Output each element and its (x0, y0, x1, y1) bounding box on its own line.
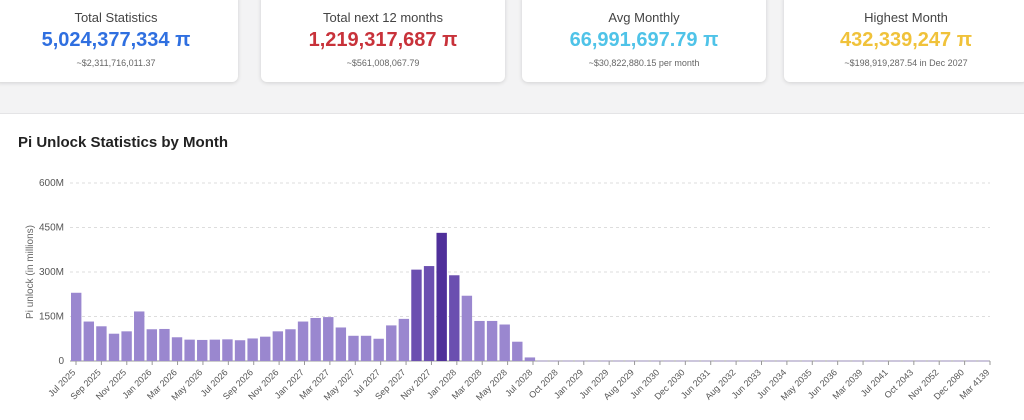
bar[interactable]: Sep 2026: 76M (247, 338, 258, 361)
card-title: Highest Month (864, 10, 948, 25)
y-tick-label: 150M (39, 312, 64, 323)
card-subvalue: ~$198,919,287.54 in Dec 2027 (844, 58, 968, 68)
bar[interactable]: Oct 2031: 1M (713, 360, 725, 362)
bar[interactable]: Aug 2028: 1M (537, 360, 548, 362)
bar[interactable]: Jun 2031: 1M (701, 360, 712, 362)
bar[interactable]: Oct 2026: 82M (260, 336, 271, 361)
card-avg-monthly: Avg Monthly 66,991,697.79 π ~$30,822,880… (522, 0, 766, 82)
bar[interactable]: Apr 2048: 1M (915, 360, 926, 362)
card-total-next-12-months: Total next 12 months 1,219,317,687 π ~$5… (261, 0, 505, 82)
card-value: 5,024,377,334 π (41, 29, 191, 51)
bar[interactable]: Aug 2060: 1M (940, 360, 951, 362)
bar[interactable]: Aug 2029: 1M (625, 360, 636, 362)
card-subvalue: ~$30,822,880.15 per month (588, 58, 700, 68)
bar[interactable]: Jan 2027: 133M (297, 321, 309, 361)
bar[interactable]: Apr 2026: 72M (184, 339, 195, 361)
y-tick-label: 300M (39, 267, 64, 278)
bar[interactable]: Dec 2027: 432M (436, 232, 447, 361)
card-subvalue: ~$2,311,716,011.37 (76, 58, 156, 68)
bar-chart: 0 150M 300M 450M 600M Pi unlock (in millions)… (25, 178, 991, 402)
card-total-statistics: Total Statistics 5,024,377,334 π ~$2,311… (0, 0, 238, 82)
bar[interactable]: Sep 2033: 1M (764, 360, 775, 362)
bar[interactable]: Aug 2027: 120M (386, 325, 397, 361)
bar[interactable]: Feb 2031: 1M (688, 360, 699, 362)
bar[interactable]: Jun 2029: 1M (600, 360, 611, 362)
chart-panel: Pi Unlock Statistics by Month 0 150M 300M 4… (0, 113, 1024, 420)
bar[interactable]: Dec 2080: 1M (953, 360, 964, 362)
bar[interactable]: Nov 2027: 320M (423, 266, 435, 361)
bar[interactable]: Jul 2028: 12M (524, 357, 536, 361)
bar[interactable]: Jun 2036: 1M (827, 360, 838, 362)
bar[interactable]: Mar 2027: 148M (323, 317, 334, 361)
bar[interactable]: Jan 2037: 1M (839, 360, 851, 362)
bar[interactable]: Jun 2100: 1M (965, 360, 977, 362)
bar[interactable]: Jun 2034: 1M (776, 360, 788, 362)
bar[interactable]: May 2026: 71M (197, 339, 208, 361)
summary-cards: Total Statistics 5,024,377,334 π ~$2,311… (0, 0, 1024, 90)
bar[interactable]: Sep 2027: 142M (398, 318, 410, 361)
bar[interactable]: Aug 2030: 1M (663, 360, 674, 362)
card-value: 66,991,697.79 π (569, 29, 719, 51)
bar[interactable]: Sep 2042: 1M (890, 360, 901, 362)
bar[interactable]: Feb 2028: 220M (461, 295, 473, 361)
bar[interactable]: Mar 2029: 1M (587, 360, 599, 362)
bar[interactable]: Feb 2027: 145M (310, 317, 321, 361)
bar[interactable]: Jul 2025: 230M (71, 292, 82, 361)
bar[interactable]: Mar 2040: 1M (864, 360, 876, 362)
y-tick-label: 0 (58, 356, 64, 367)
bar[interactable]: Oct 2032: 1M (738, 360, 750, 362)
bar[interactable]: Mar 2039: 1M (852, 360, 863, 362)
bar[interactable]: Dec 2026: 107M (285, 329, 296, 361)
bar[interactable]: Jul 2027: 75M (373, 338, 384, 361)
card-title: Total Statistics (74, 10, 158, 25)
bar[interactable]: Apr 2028: 135M (486, 320, 498, 361)
bar[interactable]: Jun 2027: 85M (360, 335, 372, 361)
card-value: 1,219,317,687 π (308, 29, 458, 51)
bar[interactable]: Aug 2032: 1M (726, 360, 737, 362)
bar[interactable]: Oct 2043: 1M (902, 360, 914, 362)
card-subvalue: ~$561,008,067.79 (346, 58, 420, 68)
y-tick-label: 600M (39, 178, 64, 189)
bar[interactable]: Nov 2026: 100M (272, 331, 284, 361)
card-title: Avg Monthly (608, 10, 680, 25)
bar[interactable]: Jul 2026: 73M (222, 339, 233, 361)
bar[interactable]: Nov 2025: 100M (121, 331, 132, 361)
bar[interactable]: Jun 2030: 1M (650, 360, 662, 362)
bar[interactable]: Mar 4139: 1M (978, 360, 989, 362)
bar[interactable]: May 2027: 85M (348, 335, 359, 361)
y-axis-label: Pi unlock (in millions) (25, 225, 36, 319)
bar[interactable]: Jun 2026: 72M (209, 339, 221, 361)
bar[interactable]: Sep 2025: 117M (96, 326, 107, 361)
bar[interactable]: May 2035: 1M (801, 360, 813, 362)
bar[interactable]: Jun 2033: 1M (751, 360, 762, 362)
card-highest-month: Highest Month 432,339,247 π ~$198,919,28… (784, 0, 1024, 82)
bar[interactable]: Feb 2026: 108M (159, 328, 170, 361)
bar[interactable]: Jan 2026: 107M (146, 329, 158, 361)
bar[interactable]: Mar 2026: 80M (171, 337, 183, 361)
bar[interactable]: May 2028: 123M (499, 324, 510, 361)
bar[interactable]: Dec 2030: 1M (675, 360, 687, 362)
bar[interactable]: Jan 2029: 1M (575, 360, 586, 362)
bar[interactable]: Aug 2026: 70M (234, 340, 246, 361)
card-title: Total next 12 months (323, 10, 443, 25)
bar[interactable]: Oct 2025: 92M (108, 333, 120, 361)
bar[interactable]: Oct 2027: 308M (411, 269, 422, 361)
bar[interactable]: Jul 2029: 1M (612, 360, 624, 362)
bar[interactable]: Jun 2028: 65M (512, 341, 523, 361)
bar[interactable]: Jul 2041: 1M (877, 360, 888, 362)
bar[interactable]: Mar 2028: 135M (474, 320, 485, 361)
bar[interactable]: Dec 2034: 1M (789, 360, 800, 362)
bar[interactable]: Nov 2052: 1M (927, 360, 939, 362)
bar[interactable]: Jan 2028: 289M (449, 275, 460, 361)
bar[interactable]: Oct 2028: 1M (549, 360, 561, 362)
chart-title: Pi Unlock Statistics by Month (18, 134, 229, 151)
bar[interactable]: Dec 2028: 1M (562, 360, 573, 362)
bar[interactable]: Dec 2025: 167M (134, 311, 145, 361)
bar[interactable]: Sep 2035: 1M (814, 360, 825, 362)
y-tick-label: 450M (39, 223, 64, 234)
card-value: 432,339,247 π (839, 29, 973, 51)
bar[interactable]: Nov 2029: 1M (638, 360, 649, 362)
bar[interactable]: Apr 2027: 113M (335, 327, 347, 361)
bar[interactable]: Aug 2025: 133M (83, 321, 95, 361)
